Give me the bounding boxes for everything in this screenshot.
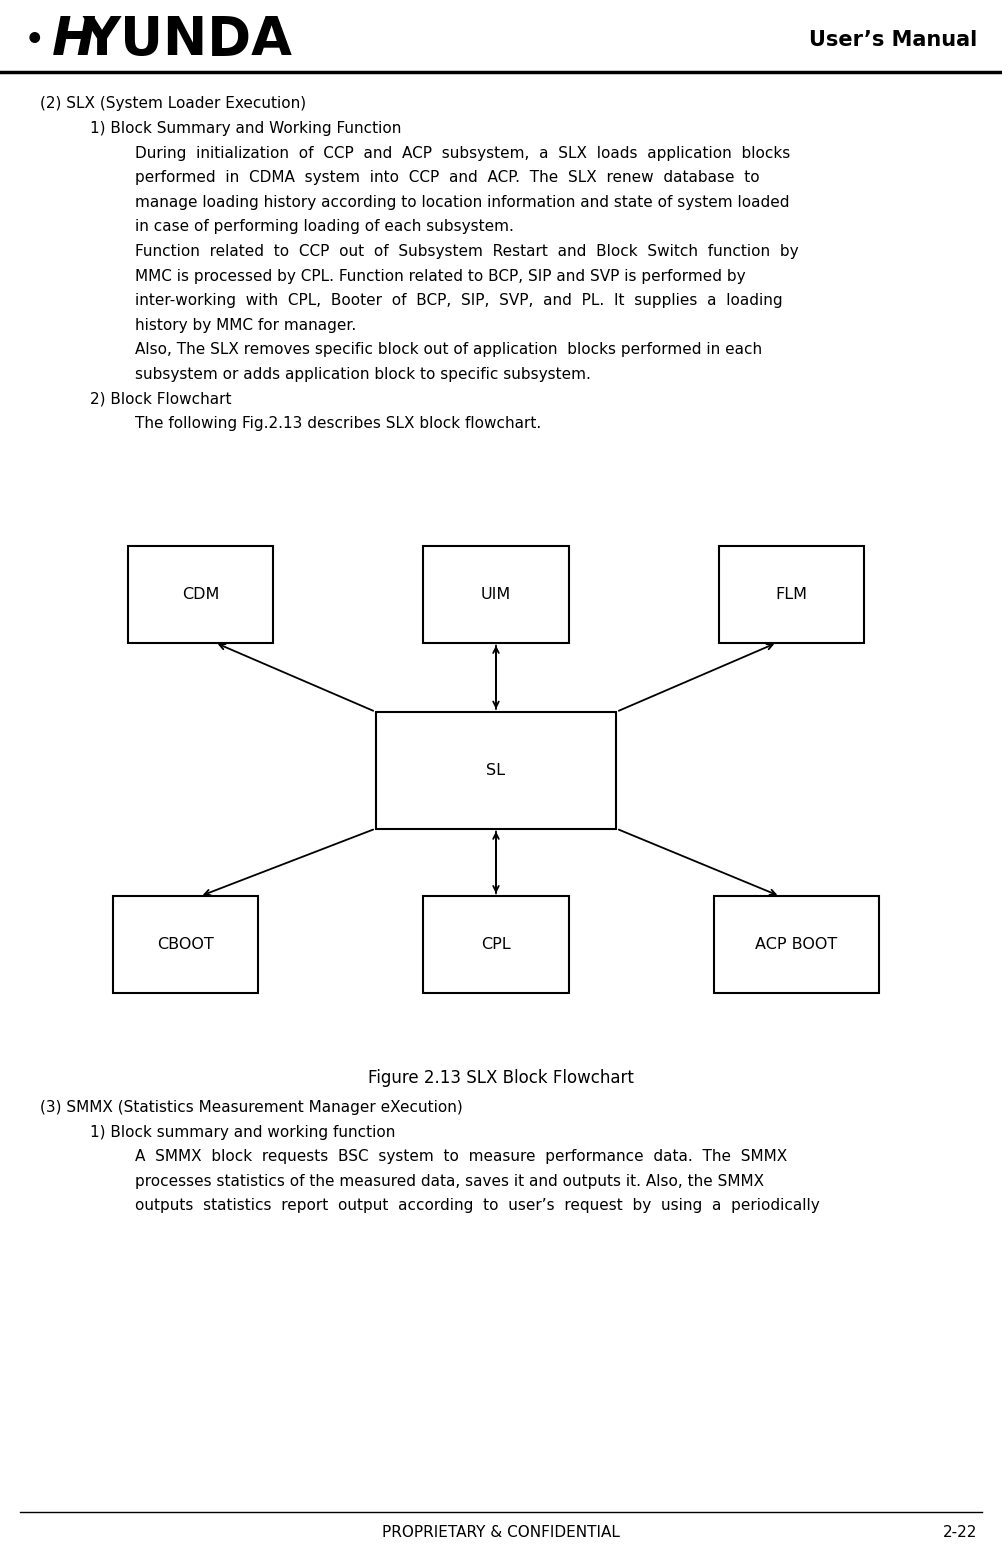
- Text: Also, The SLX removes specific block out of application  blocks performed in eac: Also, The SLX removes specific block out…: [135, 342, 763, 358]
- Text: YUNDA: YUNDA: [82, 14, 293, 67]
- Text: 1) Block summary and working function: 1) Block summary and working function: [90, 1125, 396, 1139]
- FancyBboxPatch shape: [376, 713, 616, 828]
- Text: 2) Block Flowchart: 2) Block Flowchart: [90, 392, 231, 406]
- FancyBboxPatch shape: [127, 546, 273, 643]
- Text: 2-22: 2-22: [943, 1525, 977, 1540]
- Text: (2) SLX (System Loader Execution): (2) SLX (System Loader Execution): [40, 96, 307, 112]
- Text: processes statistics of the measured data, saves it and outputs it. Also, the SM: processes statistics of the measured dat…: [135, 1173, 765, 1189]
- Text: inter-working  with  CPL,  Booter  of  BCP,  SIP,  SVP,  and  PL.  It  supplies : inter-working with CPL, Booter of BCP, S…: [135, 293, 783, 308]
- Text: H: H: [52, 14, 96, 67]
- Text: The following Fig.2.13 describes SLX block flowchart.: The following Fig.2.13 describes SLX blo…: [135, 415, 541, 431]
- Text: 1) Block Summary and Working Function: 1) Block Summary and Working Function: [90, 121, 402, 135]
- FancyBboxPatch shape: [423, 546, 568, 643]
- Text: in case of performing loading of each subsystem.: in case of performing loading of each su…: [135, 219, 514, 235]
- Text: manage loading history according to location information and state of system loa: manage loading history according to loca…: [135, 194, 790, 210]
- Text: CPL: CPL: [481, 937, 511, 952]
- Text: A  SMMX  block  requests  BSC  system  to  measure  performance  data.  The  SMM: A SMMX block requests BSC system to meas…: [135, 1150, 788, 1164]
- Text: outputs  statistics  report  output  according  to  user’s  request  by  using  : outputs statistics report output accordi…: [135, 1198, 820, 1214]
- Text: Function  related  to  CCP  out  of  Subsystem  Restart  and  Block  Switch  fun: Function related to CCP out of Subsystem…: [135, 244, 799, 258]
- Text: UIM: UIM: [481, 587, 511, 602]
- Text: ACP BOOT: ACP BOOT: [756, 937, 838, 952]
- FancyBboxPatch shape: [713, 896, 880, 993]
- Text: SL: SL: [487, 762, 505, 778]
- Text: subsystem or adds application block to specific subsystem.: subsystem or adds application block to s…: [135, 367, 591, 381]
- Text: CBOOT: CBOOT: [157, 937, 213, 952]
- FancyBboxPatch shape: [112, 896, 258, 993]
- Text: CDM: CDM: [181, 587, 219, 602]
- Text: FLM: FLM: [776, 587, 808, 602]
- FancyBboxPatch shape: [423, 896, 568, 993]
- Text: performed  in  CDMA  system  into  CCP  and  ACP.  The  SLX  renew  database  to: performed in CDMA system into CCP and AC…: [135, 170, 760, 185]
- FancyBboxPatch shape: [719, 546, 864, 643]
- Text: During  initialization  of  CCP  and  ACP  subsystem,  a  SLX  loads  applicatio: During initialization of CCP and ACP sub…: [135, 146, 791, 160]
- Text: history by MMC for manager.: history by MMC for manager.: [135, 317, 357, 333]
- Text: Figure 2.13 SLX Block Flowchart: Figure 2.13 SLX Block Flowchart: [368, 1069, 634, 1088]
- Text: User’s Manual: User’s Manual: [809, 31, 977, 50]
- Text: PROPRIETARY & CONFIDENTIAL: PROPRIETARY & CONFIDENTIAL: [382, 1525, 620, 1540]
- Text: (3) SMMX (Statistics Measurement Manager eXecution): (3) SMMX (Statistics Measurement Manager…: [40, 1100, 463, 1116]
- Text: MMC is processed by CPL. Function related to BCP, SIP and SVP is performed by: MMC is processed by CPL. Function relate…: [135, 269, 745, 283]
- Text: •: •: [25, 26, 44, 54]
